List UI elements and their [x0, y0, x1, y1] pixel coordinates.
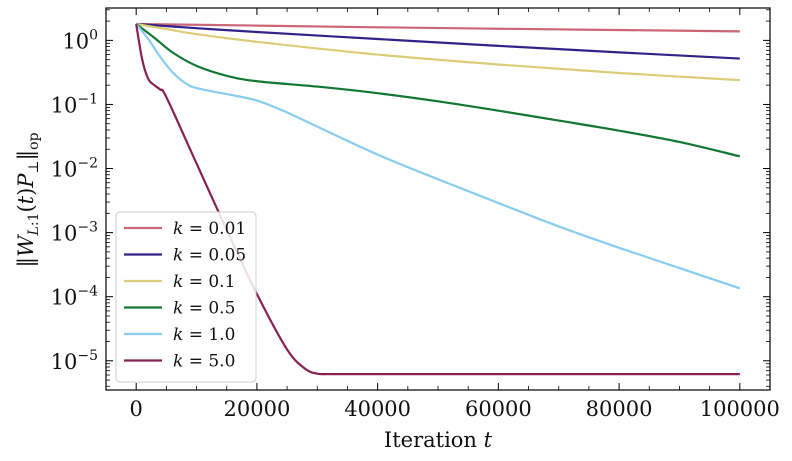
- x-tick-label: 100000: [700, 397, 780, 421]
- series-line-0: [136, 22, 740, 33]
- y-tick-label: 10−5: [51, 348, 98, 374]
- x-tick-label: 80000: [586, 397, 653, 421]
- series-line-3: [135, 23, 741, 158]
- series-lines: [135, 22, 741, 376]
- y-axis-ticks: 10−5 10−4 10−3 10−2 10−1 100: [51, 27, 770, 374]
- x-tick-label: 20000: [224, 397, 291, 421]
- y-tick-label: 10−3: [51, 220, 98, 246]
- x-tick-label: 60000: [465, 397, 532, 421]
- legend: k = 0.01 k = 0.05 k = 0.1 k = 0.5 k = 1.0 k =…: [115, 211, 257, 383]
- legend-label: k = 0.01: [173, 219, 246, 239]
- legend-label: k = 0.5: [173, 299, 235, 319]
- series-line-1: [136, 22, 740, 60]
- y-tick-label: 10−1: [51, 91, 98, 117]
- x-tick-label: 40000: [344, 397, 411, 421]
- y-tick-label: 10−4: [51, 284, 98, 310]
- legend-label: k = 5.0: [173, 352, 235, 372]
- legend-label: k = 0.1: [173, 272, 235, 292]
- x-tick-label: 0: [129, 397, 142, 421]
- series-line-4: [135, 23, 741, 290]
- y-axis-title: ‖WL:1(t)P⊥‖op: [14, 132, 42, 267]
- y-tick-label: 100: [62, 27, 98, 53]
- x-axis-ticks: 0 20000 40000 60000 80000 100000: [129, 8, 780, 421]
- legend-label: k = 1.0: [173, 325, 235, 345]
- y-tick-label: 10−2: [51, 156, 98, 182]
- legend-label: k = 0.05: [173, 246, 246, 266]
- series-line-5: [135, 23, 740, 376]
- minor-ticks: [106, 8, 770, 390]
- x-axis-title: Iteration t: [384, 428, 493, 452]
- series-line-2: [135, 22, 740, 82]
